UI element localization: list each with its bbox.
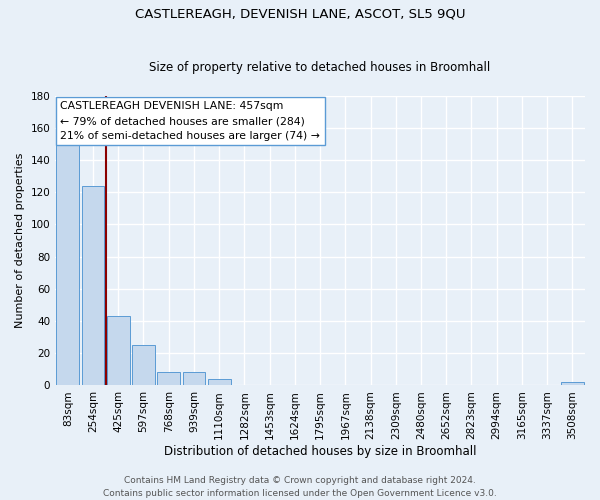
X-axis label: Distribution of detached houses by size in Broomhall: Distribution of detached houses by size … bbox=[164, 444, 476, 458]
Title: Size of property relative to detached houses in Broomhall: Size of property relative to detached ho… bbox=[149, 60, 491, 74]
Bar bbox=[561, 382, 584, 386]
Y-axis label: Number of detached properties: Number of detached properties bbox=[15, 152, 25, 328]
Bar bbox=[107, 316, 130, 386]
Bar bbox=[157, 372, 180, 386]
Text: CASTLEREAGH, DEVENISH LANE, ASCOT, SL5 9QU: CASTLEREAGH, DEVENISH LANE, ASCOT, SL5 9… bbox=[135, 8, 465, 20]
Bar bbox=[56, 144, 79, 386]
Bar bbox=[182, 372, 205, 386]
Text: Contains HM Land Registry data © Crown copyright and database right 2024.
Contai: Contains HM Land Registry data © Crown c… bbox=[103, 476, 497, 498]
Text: CASTLEREAGH DEVENISH LANE: 457sqm
← 79% of detached houses are smaller (284)
21%: CASTLEREAGH DEVENISH LANE: 457sqm ← 79% … bbox=[61, 102, 320, 141]
Bar bbox=[82, 186, 104, 386]
Bar bbox=[208, 379, 230, 386]
Bar bbox=[132, 345, 155, 386]
